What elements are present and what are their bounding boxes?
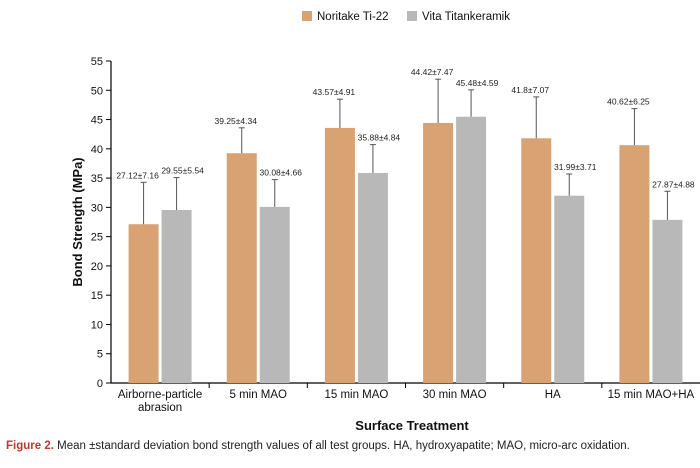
- caption-label: Figure 2.: [6, 440, 54, 452]
- y-tick-label: 25: [91, 232, 103, 244]
- y-tick-label: 20: [91, 261, 103, 273]
- legend-swatch: [407, 11, 417, 21]
- legend-entry: Noritake Ti-22: [317, 11, 389, 23]
- y-tick-label: 50: [91, 85, 103, 97]
- bar: [619, 145, 650, 383]
- data-label: 43.57±4.91: [313, 87, 356, 97]
- bars: [128, 78, 683, 384]
- x-tick-label: abrasion: [138, 402, 182, 414]
- y-tick-label: 5: [97, 349, 103, 361]
- data-label: 40.62±6.25: [607, 97, 650, 107]
- x-tick-label: Airborne-particle: [118, 389, 202, 401]
- data-label: 29.55±5.54: [161, 166, 204, 176]
- data-label: 39.25±4.34: [215, 116, 258, 126]
- figure-caption: Figure 2. Mean ±standard deviation bond …: [6, 440, 696, 452]
- bar: [554, 195, 585, 383]
- data-label: 44.42±7.47: [411, 67, 454, 77]
- data-labels: 27.12±7.16 29.55±5.54 39.25±4.34 30.08±4.66…: [116, 67, 695, 189]
- x-tick-label: 30 min MAO: [423, 389, 487, 401]
- y-tick-label: 0: [97, 378, 103, 390]
- data-label: 30.08±4.66: [260, 168, 303, 178]
- y-tick-label: 40: [91, 144, 103, 156]
- y-tick-label: 45: [91, 115, 103, 127]
- data-label: 45.48±4.59: [456, 78, 499, 88]
- bar: [521, 138, 552, 383]
- bar: [324, 127, 355, 384]
- x-tick-label: 5 min MAO: [229, 389, 287, 401]
- y-tick-label: 15: [91, 290, 103, 302]
- bar: [226, 153, 257, 383]
- bar: [652, 219, 683, 383]
- y-tick-label: 10: [91, 319, 103, 331]
- x-tick-label: HA: [545, 389, 561, 401]
- data-label: 27.12±7.16: [116, 170, 159, 180]
- bar: [259, 206, 290, 383]
- y-tick-label: 55: [91, 56, 103, 68]
- legend-swatch: [302, 11, 312, 21]
- data-label: 31.99±3.71: [554, 162, 597, 172]
- bar: [423, 122, 454, 383]
- bar: [357, 172, 388, 383]
- axes: 0 5 10 15 20 25 30 35 40 45 50 55 Airborne-particlea…: [91, 56, 700, 414]
- x-tick-label: 15 min MAO: [324, 389, 388, 401]
- caption-text: Mean ±standard deviation bond strength v…: [57, 440, 630, 452]
- y-tick-label: 35: [91, 173, 103, 185]
- bar: [456, 116, 487, 383]
- y-tick-label: 30: [91, 202, 103, 214]
- legend-entry: Vita Titankeramik: [422, 11, 510, 23]
- bar-chart: Noritake Ti-22 Vita Titankeramik 0 5 10 15 20…: [70, 11, 700, 433]
- y-axis-label: Bond Strength (MPa): [70, 157, 85, 286]
- bar: [128, 224, 159, 383]
- x-axis-label: Surface Treatment: [355, 418, 469, 433]
- x-tick-label: 15 min MAO+HA: [608, 389, 695, 401]
- data-label: 41.8±7.07: [511, 85, 549, 95]
- data-label: 27.87±4.88: [652, 179, 695, 189]
- legend: Noritake Ti-22 Vita Titankeramik: [302, 11, 510, 23]
- data-label: 35.88±4.84: [358, 133, 401, 143]
- bar: [161, 209, 192, 383]
